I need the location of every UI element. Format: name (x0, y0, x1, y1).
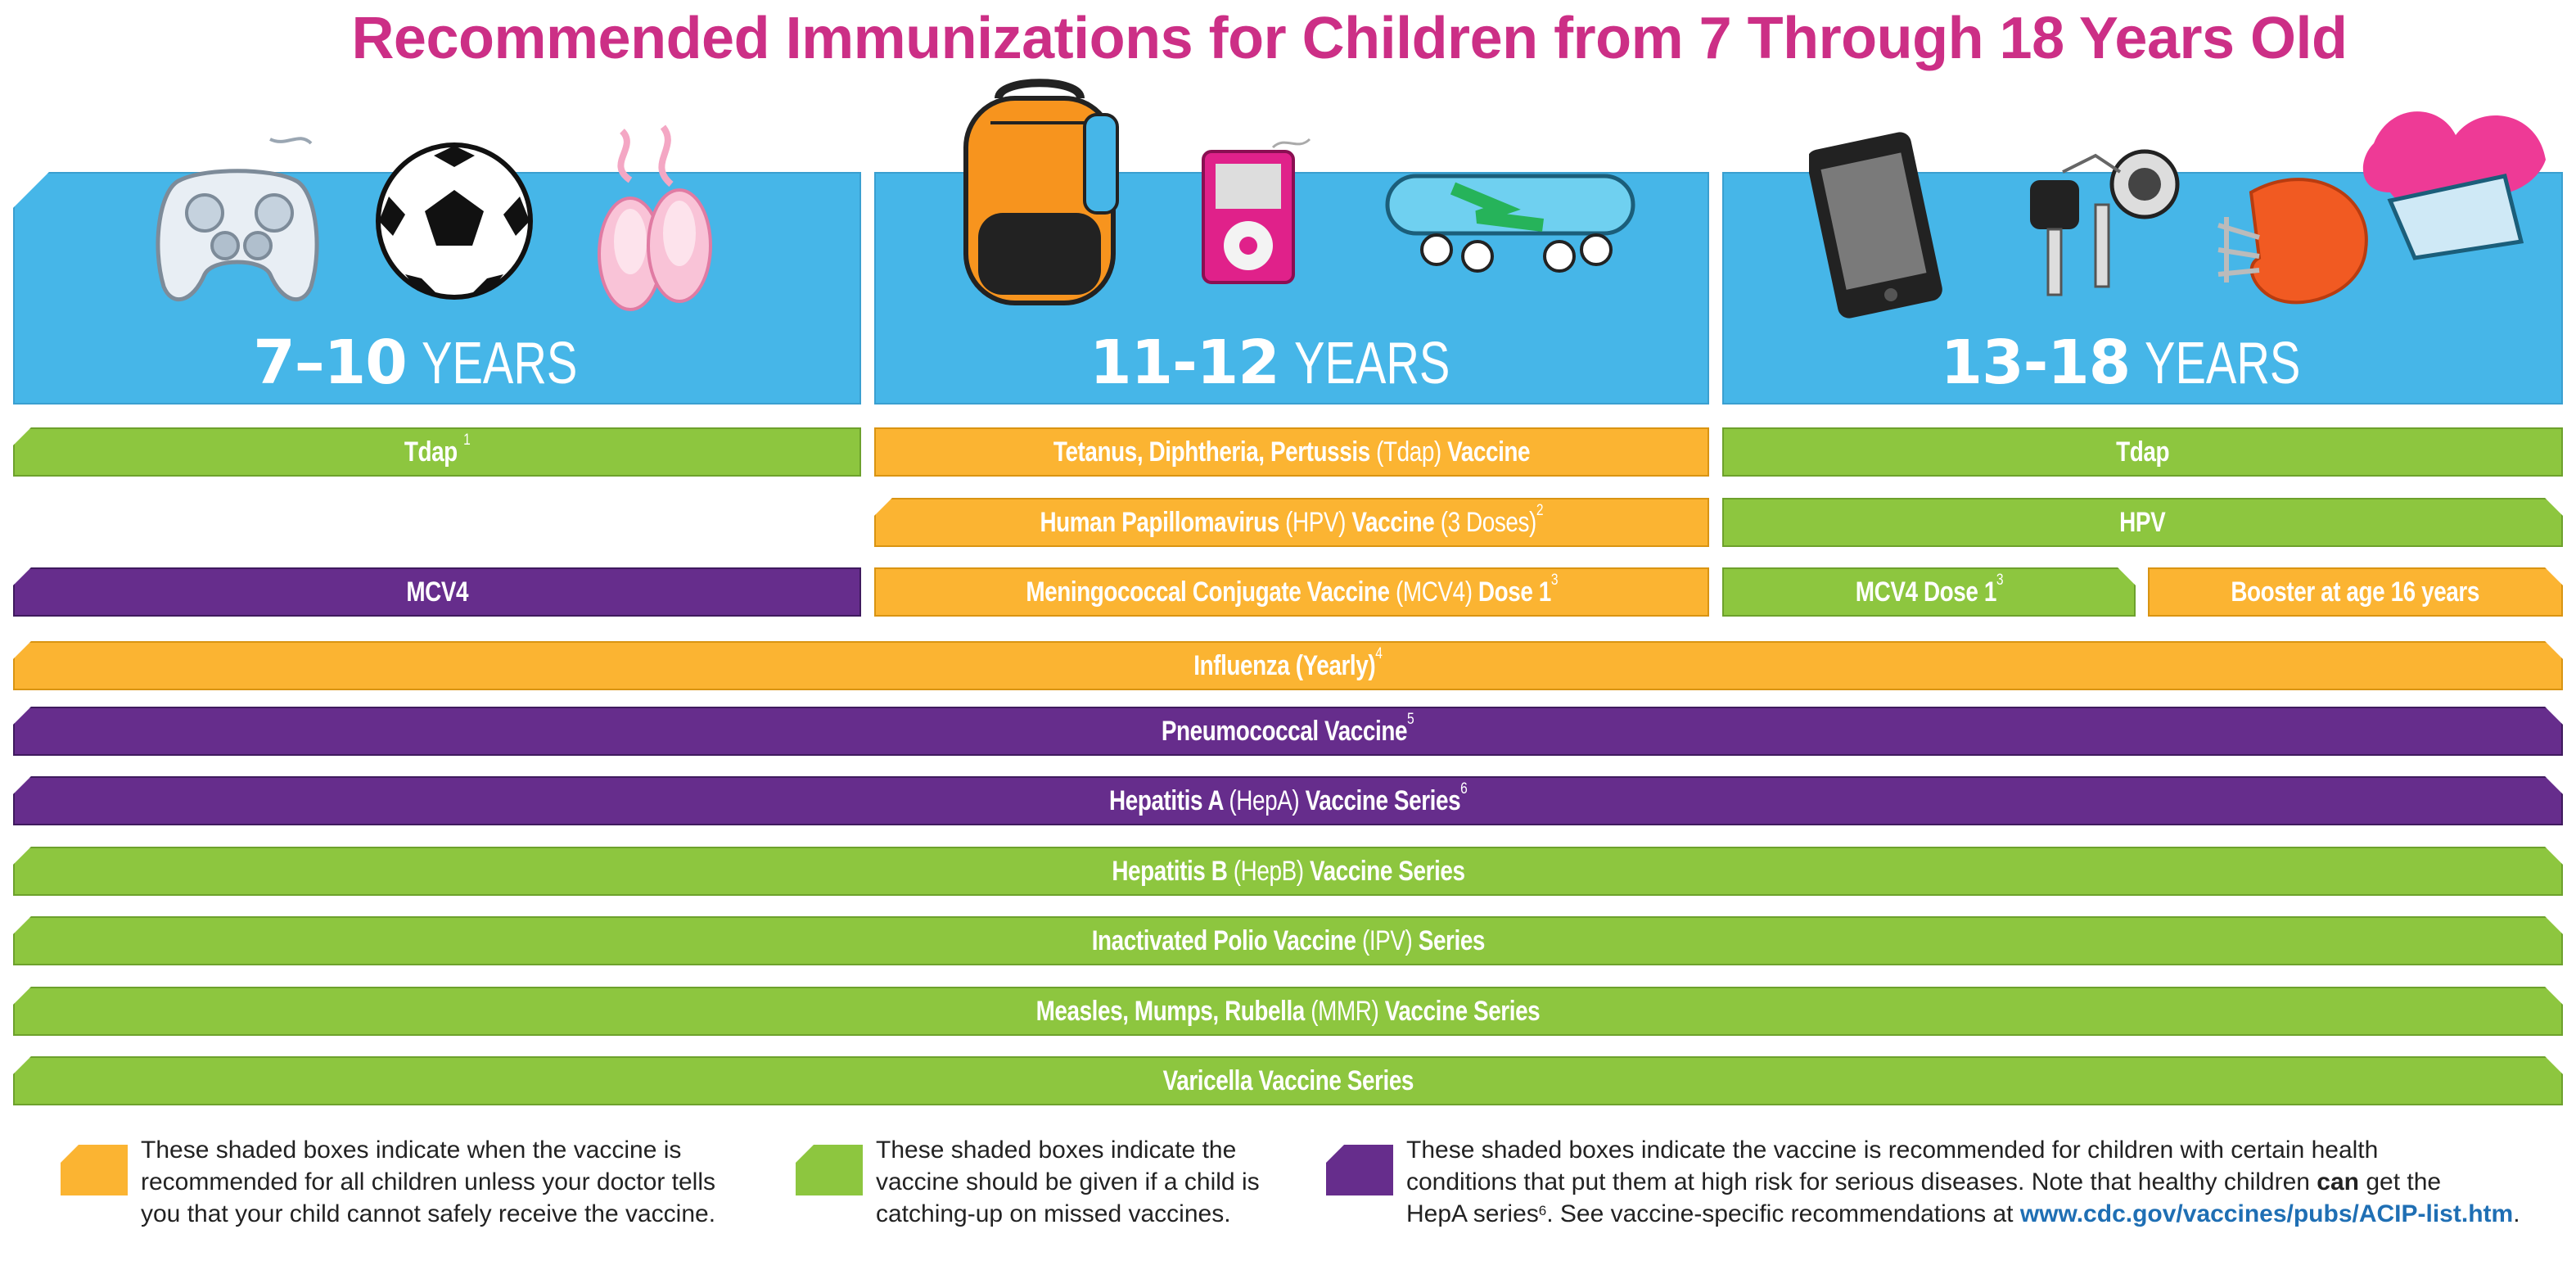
game-controller-icon (156, 137, 319, 302)
cell-phone-icon (1809, 132, 1942, 319)
tdap-bar-13-18: Tdap (1722, 427, 2563, 477)
hepa-bar: Hepatitis A (HepA) Vaccine Series6 (13, 776, 2563, 825)
legend-swatch-yellow (61, 1145, 128, 1195)
legend-fragment: get the (2366, 1168, 2442, 1195)
football-helmet-icon (2217, 178, 2368, 305)
ipv-bar: Inactivated Polio Vaccine (IPV) Series (13, 916, 2563, 965)
vaccine-suffix: Series (1418, 924, 1485, 956)
footnote-ref: 6 (1538, 1203, 1547, 1218)
mmr-bar: Measles, Mumps, Rubella (MMR) Vaccine Se… (13, 987, 2563, 1036)
vaccine-name: MCV4 Dose 1 (1855, 576, 1996, 608)
vaccine-name: MCV4 (406, 576, 468, 608)
legend-text-purple: These shaded boxes indicate the vaccine … (1406, 1134, 2569, 1230)
footnote-ref: 2 (1536, 501, 1544, 519)
tdap-bar-7-10: Tdap 1 (13, 427, 861, 477)
age-label-11-12: 11-12 YEARS (874, 332, 1709, 393)
age-word: YEARS (421, 331, 578, 396)
car-keys-icon (2030, 149, 2180, 296)
legend-line: These shaded boxes indicate when the vac… (141, 1137, 682, 1164)
legend-text-green: These shaded boxes indicate the vaccine … (876, 1134, 1334, 1230)
mcv4-bar-11-12: Meningococcal Conjugate Vaccine (MCV4) D… (874, 567, 1709, 617)
legend-line: catching-up on missed vaccines. (876, 1200, 1231, 1227)
mcv4-bar-13-18: MCV4 Dose 13 (1722, 567, 2136, 617)
vaccine-abbrev: (MMR) (1311, 995, 1379, 1027)
vaccine-abbrev: (HepA) (1229, 784, 1300, 816)
footnote-ref: 4 (1375, 644, 1383, 662)
vaccine-suffix: Vaccine Series (1384, 995, 1541, 1027)
vaccine-name: HPV (2119, 506, 2166, 538)
vaccine-abbrev: (MCV4) (1395, 576, 1473, 608)
hepb-bar: Hepatitis B (HepB) Vaccine Series (13, 847, 2563, 896)
legend-fragment: . See vaccine-specific recommendations a… (1546, 1200, 2014, 1227)
tdap-bar-11-12: Tetanus, Diphtheria, Pertussis (Tdap) Va… (874, 427, 1709, 477)
ballet-slippers-icon (598, 124, 712, 311)
vaccine-abbrev: (HPV) (1285, 506, 1347, 538)
vaccine-name: Varicella Vaccine Series (1162, 1064, 1414, 1096)
vaccine-name: Tdap (2116, 436, 2169, 468)
legend-line: vaccine should be given if a child is (876, 1168, 1260, 1195)
music-player-icon (1202, 138, 1311, 284)
age-word: YEARS (1293, 331, 1450, 396)
booster-bar-13-18: Booster at age 16 years (2148, 567, 2563, 617)
legend-line: recommended for all children unless your… (141, 1168, 715, 1195)
vaccine-name: Meningococcal Conjugate Vaccine (1026, 576, 1390, 608)
vaccine-name: Tdap (404, 436, 458, 468)
vaccine-suffix: Vaccine Series (1305, 784, 1460, 816)
age-range: 13-18 (1940, 328, 2132, 398)
varicella-bar: Varicella Vaccine Series (13, 1056, 2563, 1105)
legend-line: you that your child cannot safely receiv… (141, 1200, 716, 1227)
vaccine-name: Influenza (Yearly) (1193, 649, 1376, 681)
skateboard-icon (1385, 174, 1635, 273)
vaccine-suffix: Vaccine Series (1309, 855, 1465, 887)
age-range: 7–10 (253, 328, 407, 398)
vaccine-abbrev: (IPV) (1361, 924, 1413, 956)
mcv4-bar-7-10: MCV4 (13, 567, 861, 617)
footnote-ref: 3 (1550, 571, 1559, 589)
footnote-ref: 3 (1996, 571, 2003, 589)
age-range: 11-12 (1089, 328, 1280, 398)
age-label-7-10: 7–10 YEARS (13, 332, 861, 393)
vaccine-name: Human Papillomavirus (1040, 506, 1280, 538)
vaccine-name: Pneumococcal Vaccine (1162, 715, 1408, 747)
vaccine-name: Tetanus, Diphtheria, Pertussis (1053, 436, 1370, 468)
pneumococcal-bar: Pneumococcal Vaccine5 (13, 707, 2563, 756)
hpv-bar-13-18: HPV (1722, 498, 2563, 547)
legend-fragment: . (2513, 1200, 2520, 1227)
influenza-bar: Influenza (Yearly)4 (13, 641, 2563, 690)
vaccine-abbrev: (HepB) (1233, 855, 1304, 887)
age-word: YEARS (2145, 331, 2301, 396)
footnote-ref: 5 (1407, 710, 1414, 728)
vaccine-suffix: Vaccine (1351, 506, 1435, 538)
footnote-ref: 6 (1459, 780, 1468, 798)
age-label-13-18: 13-18 YEARS (1722, 332, 2563, 393)
acip-link[interactable]: www.cdc.gov/vaccines/pubs/ACIP-list.htm (2019, 1200, 2514, 1227)
dose-count: (3 Doses) (1440, 506, 1537, 538)
legend-line: These shaded boxes indicate the (876, 1137, 1237, 1164)
footnote-ref: 1 (463, 431, 471, 449)
vaccine-abbrev: (Tdap) (1376, 436, 1441, 468)
legend-emphasis: can (2317, 1168, 2359, 1195)
legend-fragment: conditions that put them at high risk fo… (1406, 1168, 2310, 1195)
vaccine-name: Inactivated Polio Vaccine (1091, 924, 1356, 956)
legend-fragment: HepA series (1406, 1200, 1539, 1227)
legend-line: HepA series6. See vaccine-specific recom… (1406, 1198, 2569, 1230)
pom-pom-and-megaphone-icon (2362, 111, 2546, 260)
vaccine-name: Measles, Mumps, Rubella (1035, 995, 1305, 1027)
soccer-ball-icon (376, 142, 533, 300)
legend-line: conditions that put them at high risk fo… (1406, 1166, 2569, 1198)
page-title: Recommended Immunizations for Children f… (351, 6, 2348, 71)
legend-swatch-green (796, 1145, 863, 1195)
legend-swatch-purple (1326, 1145, 1393, 1195)
backpack-icon (963, 79, 1119, 305)
vaccine-suffix: Vaccine (1447, 436, 1531, 468)
hpv-bar-11-12: Human Papillomavirus (HPV) Vaccine (3 Do… (874, 498, 1709, 547)
vaccine-name: Hepatitis B (1111, 855, 1227, 887)
legend-text-yellow: These shaded boxes indicate when the vac… (141, 1134, 787, 1230)
legend-line: These shaded boxes indicate the vaccine … (1406, 1137, 2379, 1164)
vaccine-name: Booster at age 16 years (2231, 576, 2480, 608)
vaccine-name: Hepatitis A (1108, 784, 1223, 816)
dose-label: Dose 1 (1477, 576, 1551, 608)
